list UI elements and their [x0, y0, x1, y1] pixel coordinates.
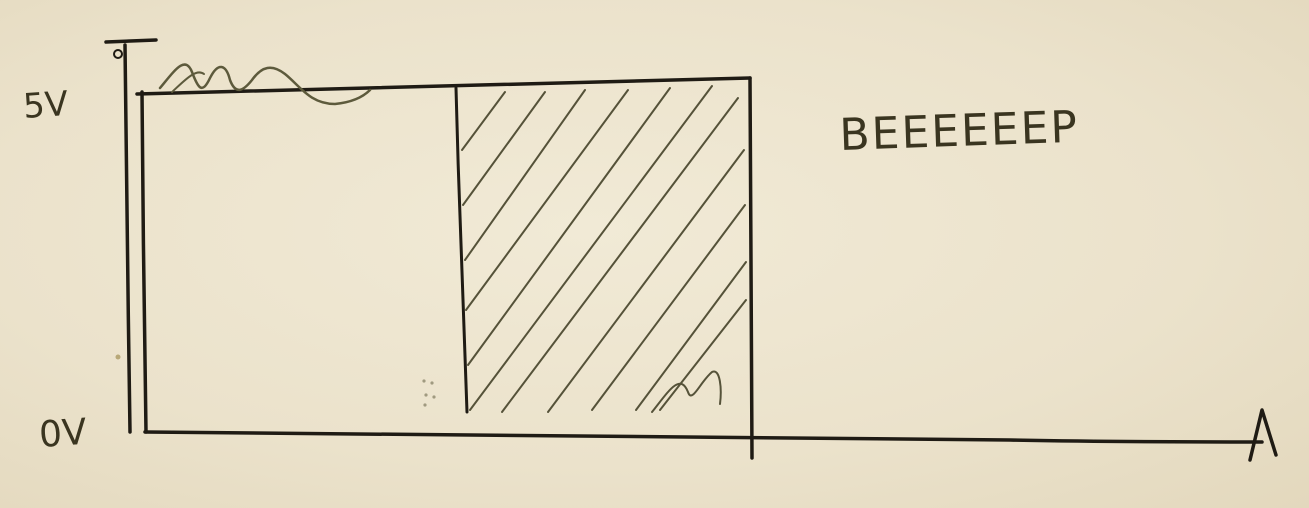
hatch-line [659, 299, 747, 411]
faint-marks [422, 379, 436, 407]
label-beep: BEEEEEEP [839, 102, 1080, 161]
pencil-squiggle-2 [171, 71, 205, 93]
hatch-line [464, 89, 586, 261]
pencil-squiggle [158, 63, 372, 106]
pulse-falling-edge [748, 76, 754, 460]
label-5v: 5V [22, 84, 70, 127]
hatch-squiggle [651, 370, 722, 413]
hatch-line [591, 204, 746, 411]
hatch-line [462, 91, 546, 206]
hatch-line [635, 261, 747, 411]
label-0v: 0V [38, 412, 89, 456]
hatch-line [501, 97, 739, 413]
hatch-line [461, 91, 506, 151]
hatch-line [469, 85, 713, 411]
faint-dot [115, 354, 121, 360]
pulse-high-level [135, 76, 752, 96]
y-axis-top-tick [104, 38, 158, 44]
y-axis-top-dot [113, 49, 123, 59]
x-axis [143, 430, 1264, 444]
hatch-line [467, 87, 671, 366]
pulse-divider [454, 86, 469, 414]
hatch-line [465, 89, 629, 311]
hatch-area [461, 85, 747, 413]
x-axis-arrow [1248, 408, 1278, 462]
y-axis [123, 43, 132, 434]
pulse-rising-edge [140, 90, 148, 434]
hatch-line [547, 149, 745, 413]
